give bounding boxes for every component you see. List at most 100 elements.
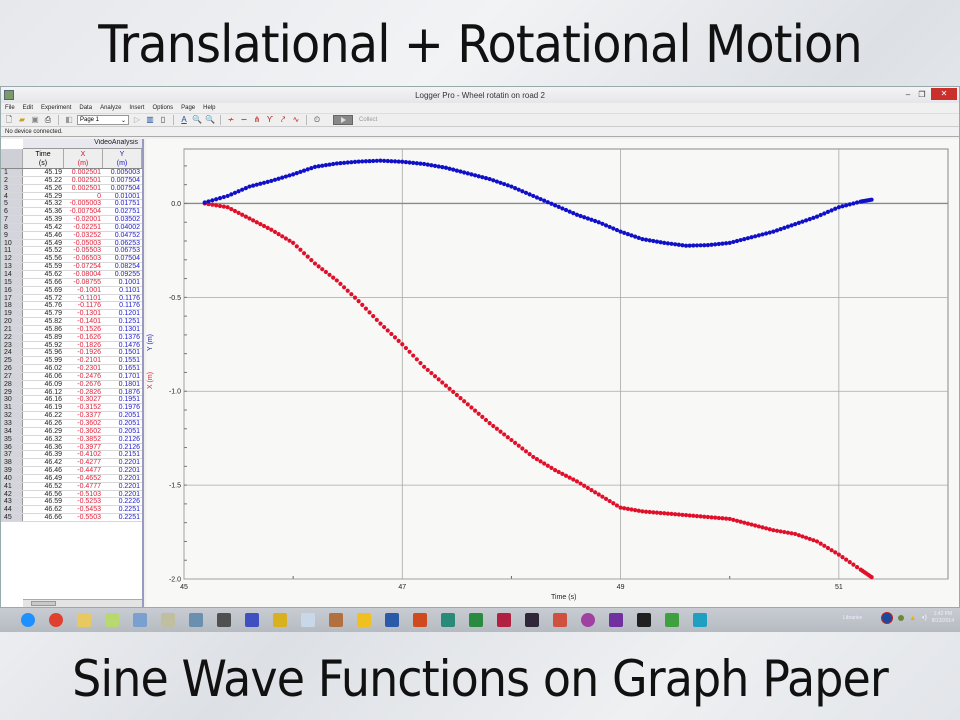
y-cell[interactable]: 0.2151	[118, 451, 140, 459]
time-cell[interactable]: 45.59	[44, 263, 62, 271]
y-cell[interactable]: 0.2226	[118, 498, 140, 506]
table-row[interactable]: 40 46.49 -0.4652 0.2201	[1, 474, 142, 483]
graph-canvas[interactable]: 45 47 49 51 0.0 -0.5 -1.0 -1.5 -2.0	[146, 139, 960, 607]
x-cell[interactable]: -0.05003	[73, 239, 101, 247]
table-row[interactable]: 39 46.46 -0.4477 0.2201	[1, 467, 142, 475]
time-cell[interactable]: 46.29	[44, 427, 62, 435]
time-cell[interactable]: 45.86	[44, 325, 62, 333]
table-row[interactable]: 42 46.56 -0.5103 0.2201	[1, 490, 142, 499]
table-row[interactable]: 38 46.42 -0.4277 0.2201	[1, 459, 142, 468]
time-cell[interactable]: 46.52	[44, 482, 62, 490]
y-cell[interactable]: 0.03502	[114, 216, 140, 224]
x-cell[interactable]: -0.3602	[77, 427, 101, 435]
y-cell[interactable]: 0.09255	[114, 270, 140, 278]
table-row[interactable]: 28 46.09 -0.2676 0.1801	[1, 380, 142, 389]
time-cell[interactable]: 46.12	[44, 388, 62, 396]
table-row[interactable]: 24 45.96 -0.1926 0.1501	[1, 349, 142, 358]
x-cell[interactable]: -0.02251	[73, 223, 101, 231]
y-cell[interactable]: 0.2251	[118, 514, 140, 522]
table-row[interactable]: 19 45.79 -0.1301 0.1201	[1, 310, 142, 319]
open-folder-icon[interactable]: ▰	[18, 115, 26, 124]
time-cell[interactable]: 45.69	[44, 286, 62, 294]
y-cell[interactable]: 0.2201	[118, 474, 140, 482]
menu-edit[interactable]: Edit	[22, 105, 34, 111]
table-row[interactable]: 35 46.32 -0.3852 0.2126	[1, 435, 142, 444]
x-cell[interactable]: -0.08755	[73, 278, 101, 286]
table-row[interactable]: 13 45.59 -0.07254 0.08254	[1, 263, 142, 271]
snipping-tool-icon[interactable]	[217, 613, 231, 627]
table-row[interactable]: 15 45.66 -0.08755 0.1001	[1, 278, 142, 287]
time-cell[interactable]: 46.42	[44, 459, 62, 467]
x-cell[interactable]: 0	[97, 192, 101, 200]
x-cell[interactable]: -0.1626	[77, 333, 101, 341]
x-cell[interactable]: -0.1526	[77, 325, 101, 333]
y-cell[interactable]: 0.1176	[119, 294, 140, 302]
page-select[interactable]: Page 1 ⌄	[77, 115, 129, 125]
time-cell[interactable]: 46.62	[44, 506, 62, 514]
menu-options[interactable]: Options	[152, 105, 174, 111]
y-cell[interactable]: 0.08254	[114, 263, 140, 271]
menu-page[interactable]: Page	[181, 105, 196, 111]
time-cell[interactable]: 46.46	[44, 467, 62, 475]
x-cell[interactable]: -0.5103	[77, 490, 101, 498]
close-button[interactable]: ✕	[931, 88, 957, 100]
table-row[interactable]: 26 46.02 -0.2301 0.1651	[1, 365, 142, 373]
x-cell[interactable]: -0.1926	[77, 349, 101, 357]
firefox-like-icon[interactable]	[581, 613, 595, 627]
time-cell[interactable]: 46.22	[44, 412, 62, 420]
libraries-label[interactable]: Libraries	[843, 615, 863, 621]
y-axis-label-y[interactable]: Y (m)	[146, 334, 154, 351]
y-cell[interactable]: 0.1301	[118, 325, 140, 333]
time-cell[interactable]: 46.66	[44, 514, 62, 522]
y-cell[interactable]: 0.01001	[114, 192, 140, 200]
x-cell[interactable]: -0.06503	[73, 255, 101, 263]
clock[interactable]: 1:42 PM 8/13/2014	[932, 611, 954, 625]
y-cell[interactable]: 0.1251	[118, 318, 140, 326]
table-row[interactable]: 8 45.42 -0.02251 0.04002	[1, 223, 142, 232]
y-cell[interactable]: 0.1376	[118, 333, 140, 341]
minimize-button[interactable]: –	[905, 89, 911, 99]
x-cell[interactable]: -0.3152	[77, 404, 101, 412]
table-row[interactable]: 20 45.82 -0.1401 0.1251	[1, 318, 142, 326]
x-cell[interactable]: -0.5253	[77, 498, 101, 506]
x-cell[interactable]: -0.3377	[77, 412, 101, 420]
y-cell[interactable]: 0.1101	[119, 286, 140, 294]
time-cell[interactable]: 46.26	[44, 420, 62, 427]
table-row[interactable]: 7 45.39 -0.02001 0.03502	[1, 216, 142, 224]
y-cell[interactable]: 0.04002	[114, 223, 140, 231]
y-cell[interactable]: 0.2126	[118, 443, 140, 451]
table-row[interactable]: 23 45.92 -0.1826 0.1476	[1, 341, 142, 350]
time-cell[interactable]: 46.56	[44, 490, 62, 498]
collect-button[interactable]	[333, 115, 353, 125]
y-axis-label-x[interactable]: X (m)	[147, 371, 155, 390]
x-cell[interactable]: -0.1301	[77, 310, 101, 318]
y-cell[interactable]: 0.2251	[118, 506, 140, 514]
x-cell[interactable]: -0.3602	[77, 420, 101, 427]
x-cell[interactable]: -0.3852	[77, 435, 101, 443]
page-icon[interactable]: ◧	[65, 115, 73, 124]
logger-pro-icon[interactable]	[329, 613, 343, 627]
time-cell[interactable]: 45.79	[44, 310, 62, 318]
y-cell[interactable]: 0.2051	[118, 412, 140, 420]
table-row[interactable]: 11 45.52 -0.05503 0.06753	[1, 247, 142, 256]
time-cell[interactable]: 45.36	[44, 208, 62, 216]
time-cell[interactable]: 45.29	[44, 192, 62, 200]
table-row[interactable]: 21 45.86 -0.1526 0.1301	[1, 325, 142, 334]
x-cell[interactable]: -0.3027	[77, 396, 101, 404]
autoscale-icon[interactable]: A	[181, 115, 187, 124]
time-cell[interactable]: 45.99	[44, 357, 62, 365]
table-row[interactable]: 10 45.49 -0.05003 0.06253	[1, 239, 142, 248]
time-cell[interactable]: 46.16	[44, 396, 62, 404]
time-cell[interactable]: 45.56	[44, 255, 62, 263]
time-cell[interactable]: 45.66	[44, 278, 62, 286]
x-cell[interactable]: -0.2101	[77, 357, 101, 365]
time-cell[interactable]: 45.19	[44, 169, 62, 176]
horizontal-scrollbar[interactable]	[23, 599, 142, 607]
word-icon[interactable]	[385, 613, 399, 627]
menu-file[interactable]: File	[5, 105, 15, 111]
menu-insert[interactable]: Insert	[129, 105, 145, 111]
table-row[interactable]: 30 46.16 -0.3027 0.1951	[1, 396, 142, 405]
notepad-icon[interactable]	[301, 613, 315, 627]
time-cell[interactable]: 46.36	[44, 443, 62, 451]
meter-icon[interactable]: ▯	[160, 115, 166, 124]
